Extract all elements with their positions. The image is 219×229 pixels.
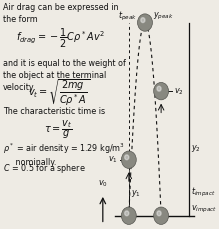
Circle shape xyxy=(125,211,129,216)
Text: $v_{impact}$: $v_{impact}$ xyxy=(191,203,218,214)
Text: $C$ = 0.5 for a sphere: $C$ = 0.5 for a sphere xyxy=(3,161,85,174)
Text: $t_{impact}$: $t_{impact}$ xyxy=(191,185,216,198)
Text: $v_2$: $v_2$ xyxy=(175,86,184,96)
Text: $\tau = \dfrac{v_t}{g}$: $\tau = \dfrac{v_t}{g}$ xyxy=(44,117,72,140)
Text: $v_t = \sqrt{\dfrac{2mg}{C\rho^* A}}$: $v_t = \sqrt{\dfrac{2mg}{C\rho^* A}}$ xyxy=(28,78,90,108)
Text: $\rho^*$ = air density = 1.29 kg/m$^3$
     nominally.: $\rho^*$ = air density = 1.29 kg/m$^3$ n… xyxy=(3,141,125,167)
Text: $v_1$: $v_1$ xyxy=(108,154,118,164)
Circle shape xyxy=(157,211,161,216)
Text: $t_{peak}$: $t_{peak}$ xyxy=(118,10,137,23)
Circle shape xyxy=(141,19,145,23)
Text: $y_2$: $y_2$ xyxy=(191,142,201,153)
Circle shape xyxy=(154,207,169,224)
Text: $y_{peak}$: $y_{peak}$ xyxy=(153,11,174,22)
Text: The characteristic time is: The characteristic time is xyxy=(3,106,105,115)
Text: $y_1$: $y_1$ xyxy=(131,187,141,198)
Circle shape xyxy=(121,151,136,169)
Text: and it is equal to the weight of
the object at the terminal
velocity: and it is equal to the weight of the obj… xyxy=(3,59,125,91)
Circle shape xyxy=(138,15,152,32)
Text: $v_0$: $v_0$ xyxy=(98,178,108,188)
Circle shape xyxy=(157,87,161,92)
Text: $f_{drag} = -\dfrac{1}{2}C\rho^* Av^2$: $f_{drag} = -\dfrac{1}{2}C\rho^* Av^2$ xyxy=(16,27,105,50)
Circle shape xyxy=(121,207,136,224)
Circle shape xyxy=(125,155,129,160)
Circle shape xyxy=(154,83,169,100)
Text: Air drag can be expressed in
the form: Air drag can be expressed in the form xyxy=(3,3,118,24)
